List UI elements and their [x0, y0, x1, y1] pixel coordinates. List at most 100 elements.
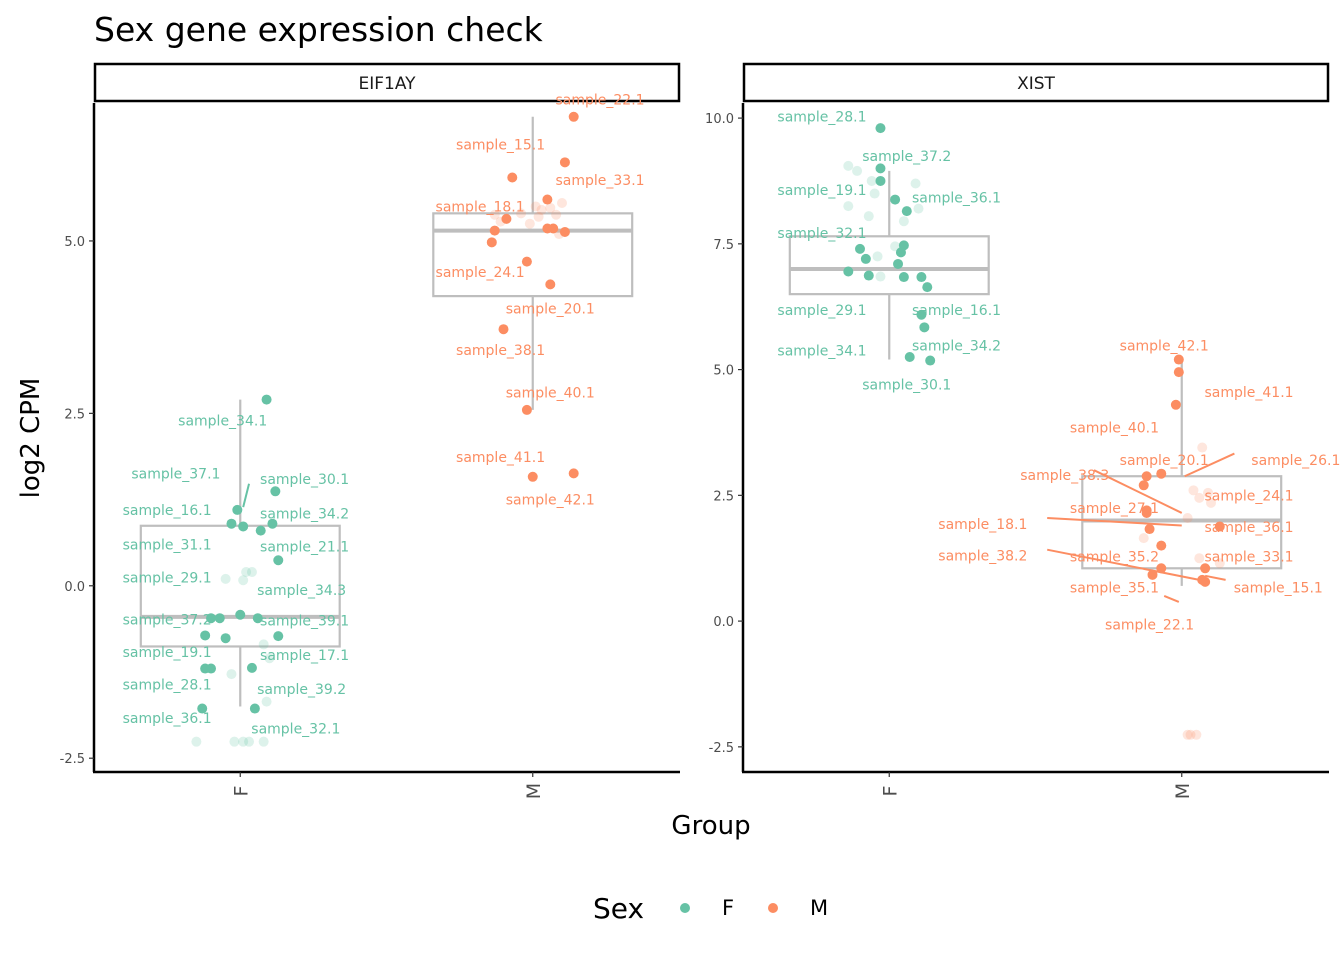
data-point-faded — [220, 573, 231, 584]
data-point-faded — [244, 736, 255, 747]
box-eif1ay-m — [432, 212, 634, 298]
point-label: sample_34.2 — [912, 338, 1001, 354]
point-label: sample_15.1 — [456, 137, 545, 153]
data-point-faded — [557, 198, 567, 209]
data-point — [498, 324, 509, 335]
data-point — [916, 309, 927, 320]
x-tick-label: M — [523, 783, 545, 799]
data-point — [214, 613, 225, 624]
data-point — [559, 226, 570, 237]
data-point — [273, 555, 284, 566]
data-point — [863, 270, 874, 281]
data-point — [1200, 563, 1211, 574]
box-xist-f — [788, 235, 990, 296]
y-tick-label: 2.5 — [64, 407, 85, 422]
label-connector — [1204, 574, 1226, 581]
data-point-faded — [875, 271, 886, 282]
point-label: sample_16.1 — [912, 303, 1001, 319]
point-label: sample_37.2 — [123, 613, 212, 629]
y-tick-label: -2.5 — [709, 741, 734, 756]
data-point-faded — [530, 201, 541, 212]
data-point — [1173, 354, 1184, 365]
y-tick-label: 10.0 — [705, 112, 734, 127]
legend-label-m: M — [810, 896, 828, 920]
data-point — [1156, 468, 1167, 479]
points-xist — [843, 123, 1225, 740]
data-point — [568, 468, 579, 479]
data-point-faded — [1182, 729, 1193, 740]
y-tick-label: 5.0 — [64, 235, 85, 250]
data-point — [232, 504, 243, 515]
point-label: sample_33.1 — [555, 173, 644, 189]
point-label: sample_40.1 — [1070, 420, 1159, 436]
data-point — [501, 213, 512, 224]
data-point — [486, 237, 497, 248]
y-tick-label: 0.0 — [64, 580, 85, 595]
data-point — [542, 194, 553, 205]
data-point-faded — [258, 639, 269, 650]
data-point — [898, 272, 909, 283]
point-label: sample_32.1 — [777, 226, 866, 242]
data-point — [895, 247, 906, 258]
y-ticks-xist: -2.5 0.0 2.5 5.0 7.5 10.0 — [705, 112, 743, 756]
data-point — [521, 404, 532, 415]
data-point — [875, 163, 886, 174]
data-point-faded — [551, 209, 562, 220]
label-connector — [242, 483, 250, 508]
data-point-faded — [229, 736, 240, 747]
data-point — [890, 194, 901, 205]
label-connectors-eif1ay — [242, 483, 250, 508]
point-label: sample_40.1 — [506, 386, 595, 402]
point-label: sample_30.1 — [862, 378, 951, 394]
data-point — [489, 225, 500, 236]
data-point-faded — [866, 175, 877, 186]
point-label: sample_21.1 — [260, 539, 349, 555]
data-point — [1147, 569, 1158, 580]
data-point — [860, 253, 871, 264]
data-point-faded — [536, 204, 547, 215]
data-point — [901, 206, 912, 217]
point-label: sample_18.1 — [938, 517, 1027, 533]
label-connector — [1163, 595, 1180, 603]
point-label: sample_28.1 — [123, 677, 212, 693]
point-label: sample_19.1 — [777, 183, 866, 199]
legend-title: Sex — [593, 892, 644, 925]
data-point — [1138, 480, 1149, 491]
data-point-faded — [238, 575, 249, 586]
data-point-faded — [516, 208, 527, 219]
y-tick-label: 5.0 — [713, 364, 734, 379]
legend-key-m — [768, 903, 778, 913]
point-label: sample_39.1 — [260, 613, 349, 629]
data-point — [235, 609, 246, 620]
data-point — [246, 662, 257, 673]
data-point-faded — [1188, 485, 1199, 496]
point-label: sample_31.1 — [123, 537, 212, 553]
point-label: sample_28.1 — [777, 110, 866, 126]
data-point — [255, 525, 266, 536]
label-connector — [1047, 548, 1200, 581]
point-label: sample_29.1 — [123, 571, 212, 587]
data-point-faded — [863, 211, 874, 222]
point-label: sample_38.2 — [938, 549, 1027, 565]
data-point — [206, 613, 216, 624]
data-point — [1141, 471, 1152, 482]
data-point — [1200, 576, 1211, 587]
y-axis-title: log2 CPM — [16, 378, 46, 499]
legend: Sex F M — [593, 892, 828, 925]
data-point — [1214, 521, 1225, 532]
data-point — [249, 703, 260, 714]
data-point — [252, 613, 263, 624]
facet-eif1ay: EIF1AY -2.50.02.55.0 sample_34.1sample_3… — [60, 62, 681, 799]
data-point-faded — [489, 209, 500, 220]
data-point — [197, 703, 208, 714]
data-point — [1141, 507, 1152, 518]
boxes-xist — [788, 170, 1283, 586]
data-point — [267, 518, 278, 529]
data-point — [925, 355, 936, 366]
y-tick-label: 2.5 — [713, 489, 734, 504]
data-point — [875, 175, 886, 186]
data-point-faded — [1194, 553, 1205, 564]
data-point-faded — [843, 160, 854, 171]
data-point-faded — [258, 736, 269, 747]
